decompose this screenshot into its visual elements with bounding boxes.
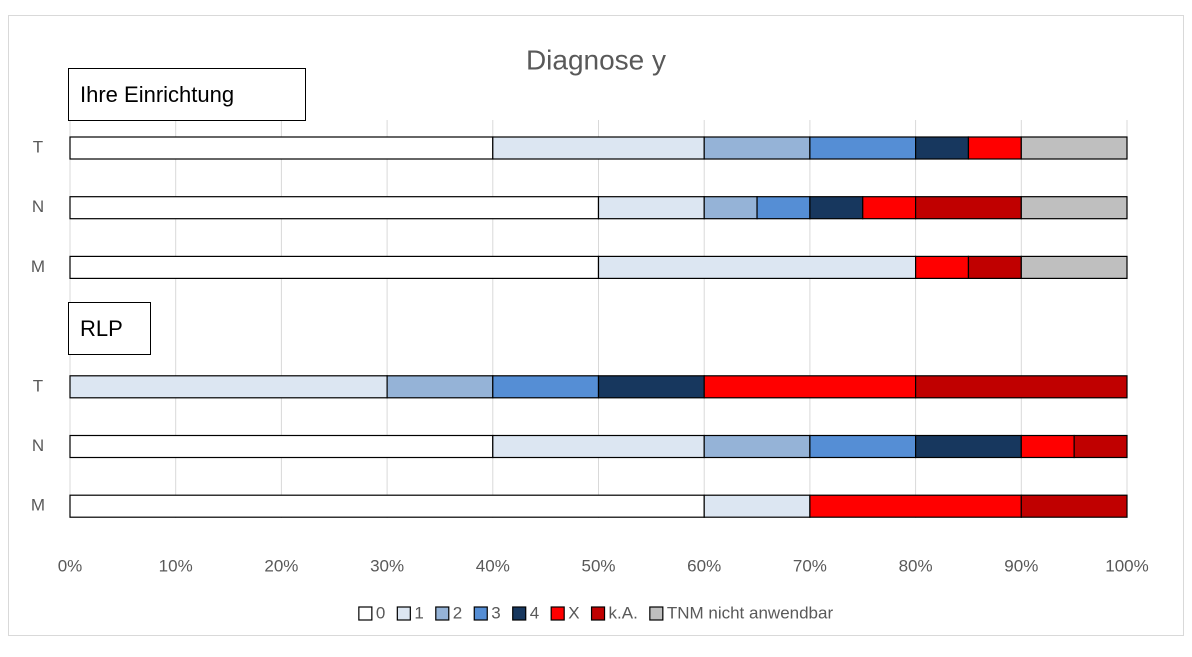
bar-segment — [862, 196, 917, 220]
legend-swatch — [358, 606, 373, 621]
group-box — [68, 68, 306, 121]
legend-label: 3 — [491, 603, 500, 622]
bar-segment — [492, 434, 705, 459]
legend-label: X — [568, 603, 579, 622]
bar-segment — [703, 494, 811, 518]
bar-segment — [69, 255, 600, 279]
legend-swatch — [590, 606, 606, 621]
x-tick-label: 30% — [370, 556, 404, 575]
bar-segment — [1020, 196, 1128, 220]
x-tick-label: 40% — [476, 556, 510, 575]
y-tick-label: N — [32, 197, 44, 216]
chart-title: Diagnose y — [526, 44, 666, 75]
x-tick-label: 10% — [159, 556, 193, 575]
group-box — [68, 302, 151, 355]
bar-segment — [1020, 434, 1075, 459]
group-label: RLP — [80, 316, 123, 341]
bar-segment — [809, 494, 1022, 518]
legend-label: k.A. — [609, 603, 638, 622]
x-tick-label: 50% — [581, 556, 615, 575]
bar-segment — [809, 136, 917, 160]
bar-segment — [1020, 255, 1128, 279]
bar-segment — [967, 136, 1022, 160]
legend-swatch — [435, 606, 450, 621]
legend-label: 2 — [453, 603, 462, 622]
bar-segment — [69, 196, 600, 220]
bar-segment — [1073, 434, 1128, 459]
bar-segment — [703, 136, 811, 160]
bar-segment — [597, 375, 705, 399]
bar-segment — [69, 494, 705, 518]
legend-swatch — [512, 606, 527, 621]
bar-segment — [703, 375, 917, 399]
bar-segment — [1020, 494, 1128, 518]
bar-segment — [914, 136, 970, 160]
bar-segment — [914, 434, 1022, 459]
bar-segment — [703, 196, 758, 220]
bar-segment — [69, 434, 494, 459]
bar-segment — [492, 136, 705, 160]
x-tick-label: 70% — [793, 556, 827, 575]
bar-segment — [69, 375, 388, 399]
y-tick-label: N — [32, 436, 44, 455]
legend-label: 1 — [414, 603, 423, 622]
bar-segment — [914, 196, 1022, 220]
legend-swatch — [473, 606, 488, 621]
x-tick-label: 80% — [899, 556, 933, 575]
bar-segment — [703, 434, 811, 459]
legend-label: 0 — [376, 603, 385, 622]
x-tick-label: 20% — [264, 556, 298, 575]
legend-label: TNM nicht anwendbar — [667, 603, 834, 622]
bar-segment — [1020, 136, 1128, 160]
y-tick-label: T — [33, 376, 43, 395]
legend-swatch — [649, 606, 664, 621]
x-tick-label: 0% — [58, 556, 83, 575]
y-tick-label: M — [31, 257, 45, 276]
y-tick-label: T — [33, 137, 43, 156]
bar-segment — [967, 255, 1022, 279]
bar-segment — [914, 255, 970, 279]
legend-swatch — [396, 606, 411, 621]
legend-label: 4 — [530, 603, 539, 622]
bar-segment — [756, 196, 811, 220]
bar-segment — [809, 196, 864, 220]
bar-segment — [597, 196, 705, 220]
bar-segment — [809, 434, 917, 459]
bar-segment — [386, 375, 494, 399]
bar-segment — [914, 375, 1128, 399]
bar-segment — [597, 255, 917, 279]
y-tick-label: M — [31, 496, 45, 515]
bar-segment — [492, 375, 600, 399]
bar-segment — [69, 136, 494, 160]
x-tick-label: 60% — [687, 556, 721, 575]
group-label: Ihre Einrichtung — [80, 82, 234, 107]
x-tick-label: 100% — [1105, 556, 1148, 575]
x-tick-label: 90% — [1004, 556, 1038, 575]
legend-swatch — [550, 606, 565, 621]
